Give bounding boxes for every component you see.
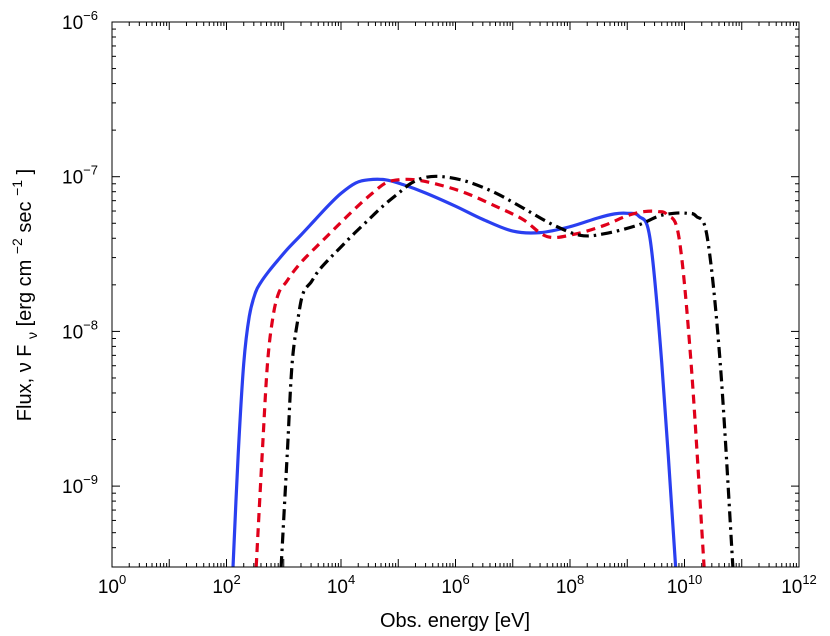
y-tick-exponent: −8	[83, 317, 98, 332]
x-tick-label: 1010	[667, 572, 703, 598]
y-tick-exponent: −7	[83, 163, 98, 178]
y-label-prefix: Flux,	[14, 372, 36, 421]
x-tick-base: 10	[441, 577, 462, 598]
x-tick-base: 10	[327, 577, 348, 598]
series-line-solid-blue	[231, 177, 678, 567]
y-label-subscript: ν	[24, 332, 40, 339]
y-label-units-start: [erg cm	[14, 260, 36, 327]
series-line-dashed-red	[254, 177, 706, 567]
x-tick-label: 106	[441, 572, 469, 598]
series-line-dashdot-black	[279, 174, 735, 567]
x-tick-base: 10	[98, 577, 119, 598]
y-label-units-mid: sec	[14, 201, 36, 232]
y-tick-base: 10	[62, 322, 83, 343]
plot-area-background	[112, 22, 799, 567]
x-tick-base: 10	[212, 577, 233, 598]
tick-marks-layer	[111, 21, 799, 568]
x-tick-labels: 100 102 104 106 108 1010 1012	[98, 572, 817, 598]
y-label-exponent-sec: −1	[9, 180, 25, 196]
x-tick-base: 10	[667, 577, 688, 598]
y-label-f: F	[14, 345, 36, 357]
x-tick-label: 1012	[781, 572, 817, 598]
y-axis-label: Flux, ν F ν [erg cm −2 sec −1 ]	[5, 169, 42, 421]
y-tick-label: 10−6	[62, 8, 98, 34]
x-tick-label: 104	[327, 572, 355, 598]
x-tick-label: 108	[556, 572, 584, 598]
x-tick-base: 10	[556, 577, 577, 598]
y-tick-exponent: −9	[83, 472, 98, 487]
x-tick-label: 102	[212, 572, 240, 598]
x-tick-exponent: 4	[348, 572, 355, 587]
x-tick-base: 10	[781, 577, 802, 598]
y-tick-base: 10	[62, 168, 83, 189]
y-tick-base: 10	[62, 477, 83, 498]
y-tick-label: 10−7	[62, 163, 98, 189]
x-tick-exponent: 10	[688, 572, 702, 587]
y-label-nu: ν	[14, 362, 36, 372]
y-tick-base: 10	[62, 13, 83, 34]
y-label-exponent-cm: −2	[9, 238, 25, 254]
series-layer	[231, 174, 735, 567]
y-tick-labels: 10−910−810−710−6	[62, 8, 98, 498]
x-tick-exponent: 2	[233, 572, 240, 587]
x-tick-exponent: 0	[119, 572, 126, 587]
x-axis-label: Obs. energy [eV]	[380, 610, 530, 632]
y-tick-exponent: −6	[83, 8, 98, 23]
y-tick-label: 10−9	[62, 472, 98, 498]
plot-frame	[111, 21, 800, 568]
x-tick-exponent: 12	[802, 572, 816, 587]
x-tick-exponent: 8	[577, 572, 584, 587]
x-tick-label: 100	[98, 572, 126, 598]
x-tick-exponent: 6	[462, 572, 469, 587]
y-tick-label: 10−8	[62, 317, 98, 343]
y-label-units-end: ]	[14, 169, 36, 175]
